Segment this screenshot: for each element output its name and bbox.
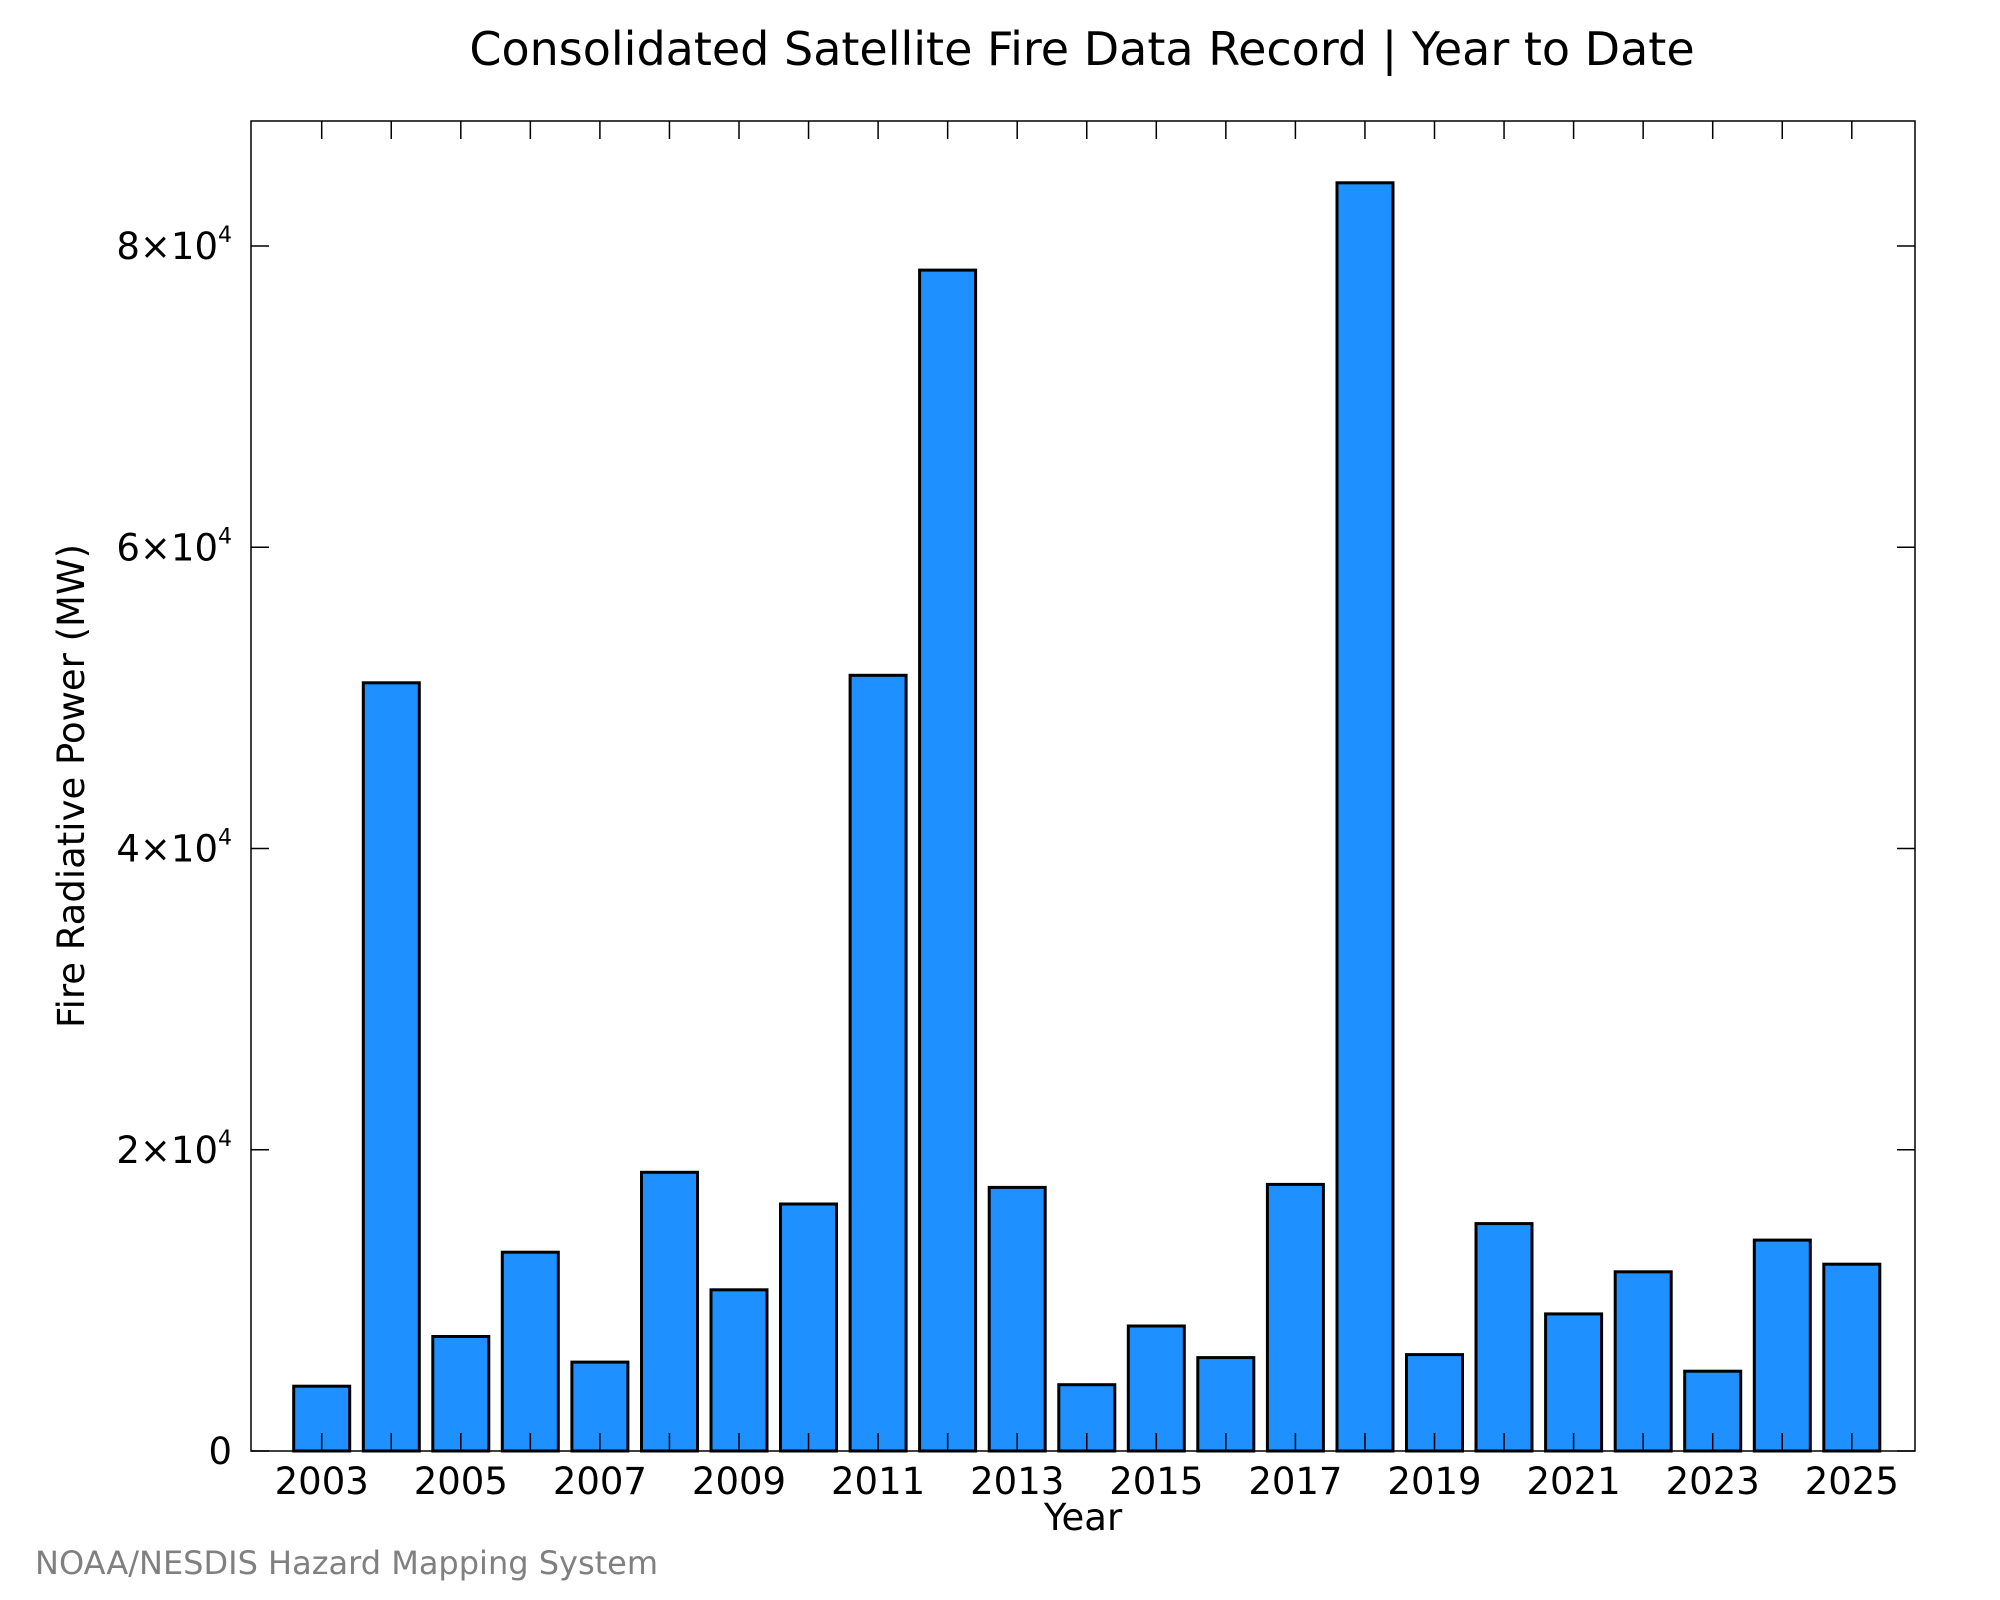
x-tick-label-2021: 2021 <box>1527 1460 1621 1503</box>
bar-2013 <box>987 1185 1047 1453</box>
x-tick-label-2013: 2013 <box>970 1460 1064 1503</box>
bar-2022 <box>1613 1270 1673 1453</box>
bar-2025 <box>1822 1262 1882 1453</box>
bar-2017 <box>1265 1182 1325 1453</box>
bar-2009 <box>709 1288 769 1453</box>
bar-2018 <box>1335 181 1395 1453</box>
x-tick-label-2019: 2019 <box>1387 1460 1481 1503</box>
x-tick-label-2003: 2003 <box>275 1460 369 1503</box>
y-tick-label-60000: 6×104 <box>116 524 232 569</box>
plot-frame <box>250 120 1916 1452</box>
x-tick-labels: 2003 2005 2007 2009 2011 2013 2015 2017 2019 2021… <box>275 1460 1899 1503</box>
y-axis-label: Fire Radiative Power (MW) <box>50 544 93 1028</box>
bar-2008 <box>640 1170 699 1453</box>
x-tick-label-2005: 2005 <box>414 1460 508 1503</box>
y-tick-label-80000: 8×104 <box>116 223 232 268</box>
bar-2020 <box>1474 1222 1534 1453</box>
x-tick-label-2011: 2011 <box>831 1460 925 1503</box>
bar-2010 <box>779 1202 838 1453</box>
bar-2024 <box>1752 1238 1812 1453</box>
y-tick-label-20000: 2×104 <box>116 1127 232 1172</box>
y-tick-label-0: 0 <box>208 1430 232 1473</box>
bar-2012 <box>918 268 978 1453</box>
x-tick-label-2023: 2023 <box>1666 1460 1760 1503</box>
x-tick-label-2015: 2015 <box>1109 1460 1203 1503</box>
bar-2011 <box>848 673 908 1453</box>
credit-text: NOAA/NESDIS Hazard Mapping System <box>35 1544 658 1582</box>
bar-2004 <box>361 681 421 1453</box>
axis-ticks <box>251 121 1915 1452</box>
x-tick-label-2017: 2017 <box>1248 1460 1342 1503</box>
bar-2015 <box>1126 1324 1186 1453</box>
bar-2021 <box>1544 1312 1604 1453</box>
x-axis-label: Year <box>1043 1496 1123 1539</box>
x-tick-label-2007: 2007 <box>553 1460 647 1503</box>
x-tick-label-2009: 2009 <box>692 1460 786 1503</box>
x-tick-label-2025: 2025 <box>1805 1460 1899 1503</box>
chart-title: Consolidated Satellite Fire Data Record … <box>469 22 1694 77</box>
bar-series <box>292 181 1882 1453</box>
bar-2006 <box>500 1250 560 1453</box>
y-tick-label-40000: 4×104 <box>116 826 232 871</box>
y-tick-labels: 0 2×104 4×104 6×104 8×104 <box>116 223 232 1473</box>
